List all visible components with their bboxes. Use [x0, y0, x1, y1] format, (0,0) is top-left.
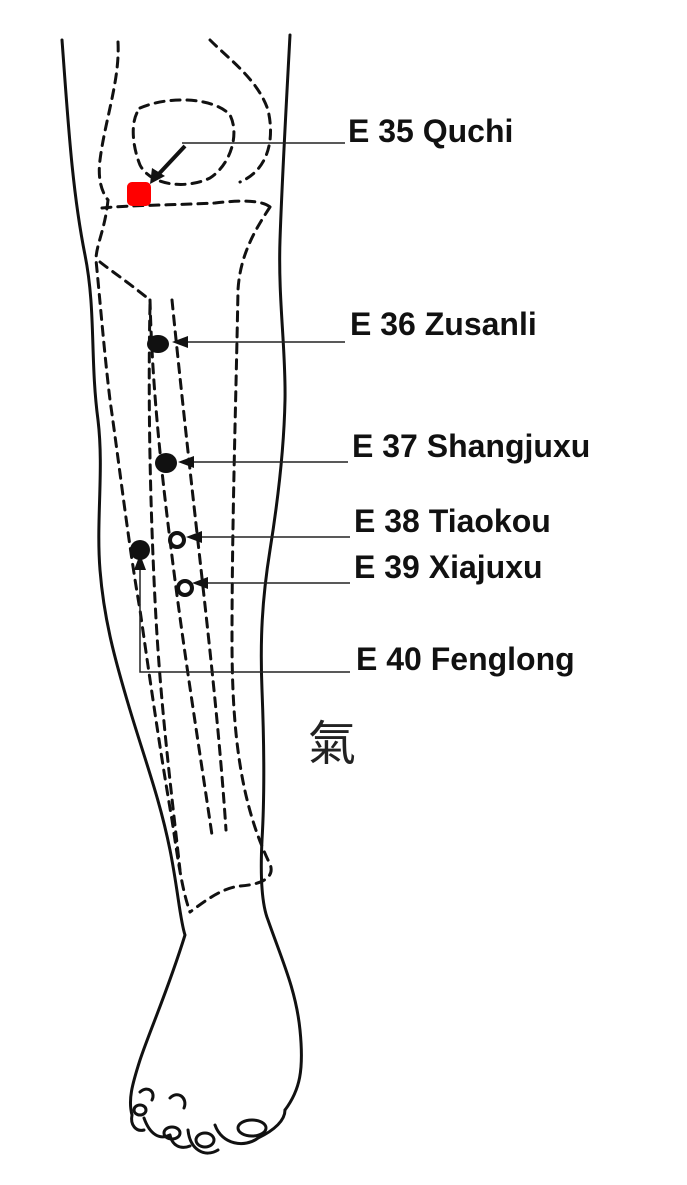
- label-e37: E 37 Shangjuxu: [352, 428, 590, 464]
- label-e39: E 39 Xiajuxu: [354, 549, 543, 585]
- label-e35: E 35 Quchi: [348, 113, 513, 149]
- e39-xiajuxu-marker: [176, 579, 194, 597]
- e39-arrowhead: [192, 577, 208, 589]
- e40-fenglong-marker: [130, 540, 150, 560]
- bone-structures: [94, 38, 273, 914]
- e35-arrow-shaft: [153, 144, 187, 180]
- e36-zusanli-marker: [147, 335, 169, 353]
- leg-outline: [60, 33, 303, 1117]
- leader-lines: [134, 142, 350, 673]
- label-e36: E 36 Zusanli: [350, 306, 537, 342]
- e40-leader: [139, 562, 350, 673]
- foot-outline: [130, 1087, 287, 1155]
- qi-seal: 氣: [308, 716, 356, 772]
- e37-arrowhead: [178, 456, 194, 468]
- label-e38: E 38 Tiaokou: [354, 503, 551, 539]
- point-labels: E 35 Quchi E 36 Zusanli E 37 Shangjuxu E…: [348, 113, 590, 677]
- acupoint-markers: [127, 182, 194, 597]
- e35-quchi-marker: [127, 182, 151, 206]
- e38-arrowhead: [186, 531, 202, 543]
- e38-tiaokou-marker: [168, 531, 186, 549]
- e40-arrowhead: [134, 554, 146, 570]
- e35-arrowhead: [150, 168, 165, 184]
- e36-arrowhead: [172, 336, 188, 348]
- label-e40: E 40 Fenglong: [356, 641, 575, 677]
- e37-shangjuxu-marker: [155, 453, 177, 473]
